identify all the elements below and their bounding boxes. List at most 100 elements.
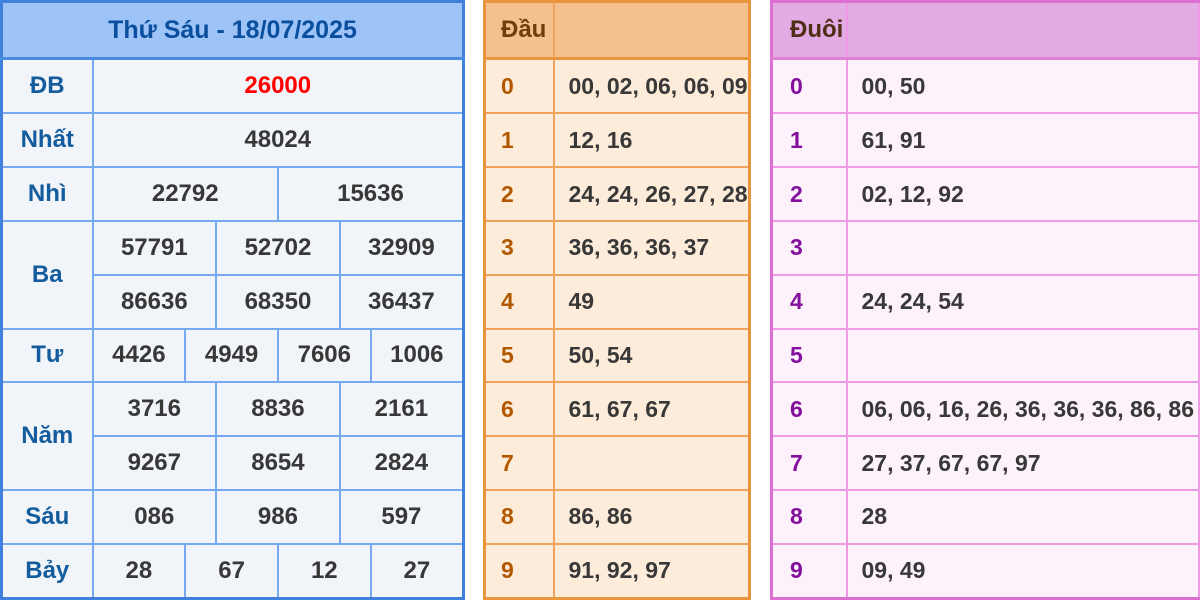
prize-value: 8654 <box>215 435 341 491</box>
duoi-row: 9 09, 49 <box>770 542 1200 600</box>
prize-value: 28 <box>91 542 187 600</box>
dau-row: 7 <box>483 435 751 491</box>
dau-digit: 7 <box>483 435 555 491</box>
prize-value: 68350 <box>215 273 341 330</box>
prize-label: Bảy <box>0 542 94 600</box>
prize-label: ĐB <box>0 57 94 115</box>
prize-value: 2161 <box>338 381 465 438</box>
prize-row-ba-2: 86636 68350 36437 <box>2 273 465 330</box>
duoi-values: 61, 91 <box>845 112 1200 169</box>
prize-value: 4426 <box>91 327 187 384</box>
date-title: Thứ Sáu - 18/07/2025 <box>0 0 465 61</box>
dau-row: 6 61, 67, 67 <box>483 381 751 438</box>
prize-row-nam-1: Năm 3716 8836 2161 <box>0 381 465 491</box>
duoi-digit: 0 <box>770 57 848 115</box>
dau-table: Đầu 0 00, 02, 06, 06, 09 1 12, 16 2 24, 24,… <box>483 0 751 600</box>
dau-digit: 9 <box>483 542 555 600</box>
duoi-digit: 6 <box>770 381 848 438</box>
prize-row-nhi: Nhì 22792 15636 <box>0 166 465 222</box>
duoi-row: 5 <box>770 327 1200 384</box>
prize-row-sau: Sáu 086 986 597 <box>0 489 465 545</box>
prize-value: 36437 <box>338 273 465 330</box>
prize-label: Tư <box>0 327 94 384</box>
duoi-row: 0 00, 50 <box>770 57 1200 115</box>
duoi-values: 02, 12, 92 <box>845 166 1200 223</box>
duoi-row: 7 27, 37, 67, 67, 97 <box>770 435 1200 491</box>
dau-row: 2 24, 24, 26, 27, 28 <box>483 166 751 223</box>
dau-digit: 8 <box>483 489 555 545</box>
dau-values: 61, 67, 67 <box>552 381 751 438</box>
dau-row: 4 49 <box>483 273 751 330</box>
duoi-digit: 3 <box>770 220 848 276</box>
dau-header-row: Đầu <box>483 0 751 61</box>
duoi-digit: 8 <box>770 489 848 545</box>
prize-value: 986 <box>215 489 341 545</box>
dau-row: 0 00, 02, 06, 06, 09 <box>483 57 751 115</box>
dau-values: 12, 16 <box>552 112 751 169</box>
prize-row-nam-2: 9267 8654 2824 <box>2 435 465 491</box>
prize-value: 597 <box>338 489 465 545</box>
duoi-digit: 9 <box>770 542 848 600</box>
table-gap <box>751 0 770 600</box>
dau-values: 91, 92, 97 <box>552 542 751 600</box>
dau-digit: 1 <box>483 112 555 169</box>
duoi-values <box>845 220 1200 276</box>
results-header-row: Thứ Sáu - 18/07/2025 <box>0 0 465 61</box>
prize-value: 27 <box>369 542 465 600</box>
prize-row-ba-1: Ba 57791 52702 32909 <box>0 219 465 330</box>
prize-value: 48024 <box>91 112 465 169</box>
dau-values: 36, 36, 36, 37 <box>552 220 751 276</box>
dau-values <box>552 435 751 491</box>
prize-value: 3716 <box>91 381 218 438</box>
prize-row-tu: Tư 4426 4949 7606 1006 <box>0 327 465 384</box>
prize-value: 67 <box>184 542 279 600</box>
dau-digit: 5 <box>483 327 555 384</box>
prize-value: 2824 <box>338 435 465 491</box>
prize-value: 9267 <box>91 435 218 491</box>
duoi-values: 00, 50 <box>845 57 1200 115</box>
dau-row: 8 86, 86 <box>483 489 751 545</box>
dau-row: 3 36, 36, 36, 37 <box>483 220 751 276</box>
duoi-values: 09, 49 <box>845 542 1200 600</box>
duoi-digit: 4 <box>770 273 848 330</box>
prize-row-bay: Bảy 28 67 12 27 <box>0 542 465 600</box>
dau-row: 1 12, 16 <box>483 112 751 169</box>
dau-digit: 2 <box>483 166 555 223</box>
dau-values: 49 <box>552 273 751 330</box>
prize-value: 4949 <box>184 327 279 384</box>
prize-value: 8836 <box>215 381 341 438</box>
dau-digit: 0 <box>483 57 555 115</box>
dau-values: 24, 24, 26, 27, 28 <box>552 166 751 223</box>
prize-value: 1006 <box>369 327 465 384</box>
duoi-row: 4 24, 24, 54 <box>770 273 1200 330</box>
dau-digit: 3 <box>483 220 555 276</box>
prize-row-nhat: Nhất 48024 <box>0 112 465 169</box>
dau-header-empty <box>552 0 751 61</box>
duoi-row: 8 28 <box>770 489 1200 545</box>
prize-label: Nhất <box>0 112 94 169</box>
duoi-header-row: Đuôi <box>770 0 1200 61</box>
duoi-digit: 2 <box>770 166 848 223</box>
duoi-digit: 5 <box>770 327 848 384</box>
duoi-values <box>845 327 1200 384</box>
prize-value: 52702 <box>215 219 341 276</box>
results-table: Thứ Sáu - 18/07/2025 ĐB 26000 Nhất 48024… <box>0 0 465 600</box>
dau-header-label: Đầu <box>483 0 555 61</box>
duoi-digit: 1 <box>770 112 848 169</box>
dau-values: 50, 54 <box>552 327 751 384</box>
prize-value: 15636 <box>276 166 465 222</box>
dau-digit: 6 <box>483 381 555 438</box>
duoi-values: 27, 37, 67, 67, 97 <box>845 435 1200 491</box>
duoi-table: Đuôi 0 00, 50 1 61, 91 2 02, 12, 92 3 4 24, … <box>770 0 1200 600</box>
dau-values: 86, 86 <box>552 489 751 545</box>
duoi-row: 3 <box>770 220 1200 276</box>
prize-label: Sáu <box>0 489 94 545</box>
prize-value: 7606 <box>276 327 372 384</box>
prize-row-db: ĐB 26000 <box>0 57 465 115</box>
duoi-values: 28 <box>845 489 1200 545</box>
dau-digit: 4 <box>483 273 555 330</box>
duoi-header-label: Đuôi <box>770 0 848 61</box>
prize-value: 57791 <box>91 219 218 276</box>
prize-value: 22792 <box>91 166 279 222</box>
